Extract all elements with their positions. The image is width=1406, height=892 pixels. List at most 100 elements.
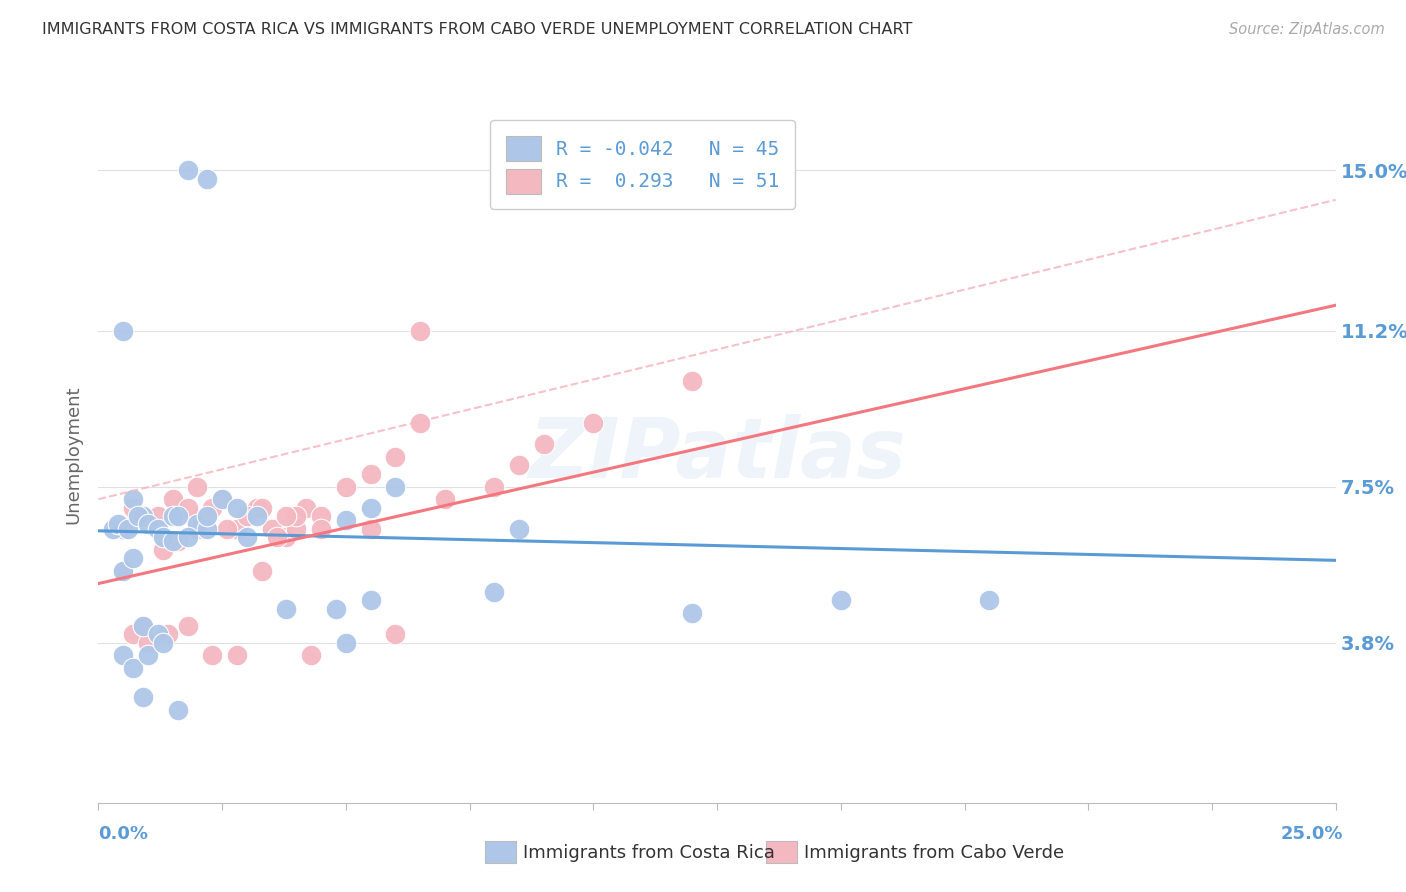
Point bbox=[107, 517, 129, 532]
Point bbox=[433, 492, 456, 507]
Legend: R = -0.042   N = 45, R =  0.293   N = 51: R = -0.042 N = 45, R = 0.293 N = 51 bbox=[491, 120, 796, 209]
Text: ZIPatlas: ZIPatlas bbox=[529, 415, 905, 495]
Point bbox=[433, 492, 456, 507]
Point bbox=[186, 517, 208, 532]
Text: IMMIGRANTS FROM COSTA RICA VS IMMIGRANTS FROM CABO VERDE UNEMPLOYMENT CORRELATIO: IMMIGRANTS FROM COSTA RICA VS IMMIGRANTS… bbox=[42, 22, 912, 37]
Point bbox=[250, 500, 273, 515]
Point bbox=[122, 627, 145, 641]
Point bbox=[681, 606, 703, 620]
Text: Immigrants from Costa Rica: Immigrants from Costa Rica bbox=[523, 844, 775, 862]
Point bbox=[112, 324, 135, 338]
Point bbox=[533, 437, 555, 451]
Point bbox=[335, 635, 357, 649]
Point bbox=[132, 509, 155, 524]
Point bbox=[409, 417, 432, 431]
Point bbox=[132, 618, 155, 632]
Point bbox=[122, 492, 145, 507]
Point bbox=[176, 530, 198, 544]
Point bbox=[195, 509, 218, 524]
Point bbox=[211, 492, 233, 507]
Point bbox=[360, 593, 382, 607]
Point bbox=[156, 627, 179, 641]
Point bbox=[152, 635, 174, 649]
Point bbox=[484, 585, 506, 599]
Point bbox=[276, 530, 298, 544]
Point bbox=[162, 492, 184, 507]
Point bbox=[508, 458, 530, 473]
Point bbox=[136, 635, 159, 649]
Point bbox=[226, 500, 249, 515]
Point bbox=[146, 509, 169, 524]
Point bbox=[299, 648, 322, 663]
Point bbox=[117, 522, 139, 536]
Point bbox=[122, 551, 145, 566]
Point bbox=[508, 522, 530, 536]
Point bbox=[335, 513, 357, 527]
Point bbox=[176, 618, 198, 632]
Point bbox=[295, 500, 318, 515]
Point bbox=[226, 648, 249, 663]
Point bbox=[112, 564, 135, 578]
Point bbox=[236, 509, 259, 524]
Point bbox=[103, 522, 125, 536]
Point bbox=[979, 593, 1001, 607]
Point bbox=[146, 627, 169, 641]
Point bbox=[186, 522, 208, 536]
Point bbox=[195, 522, 218, 536]
Point bbox=[112, 648, 135, 663]
Point bbox=[360, 467, 382, 481]
Point bbox=[309, 522, 332, 536]
Point bbox=[132, 509, 155, 524]
Point bbox=[122, 661, 145, 675]
Point bbox=[162, 534, 184, 549]
Point bbox=[384, 479, 406, 493]
Point bbox=[266, 530, 288, 544]
Point bbox=[360, 522, 382, 536]
Point bbox=[146, 522, 169, 536]
Point bbox=[360, 500, 382, 515]
Point bbox=[211, 492, 233, 507]
Point bbox=[325, 602, 347, 616]
Point bbox=[335, 479, 357, 493]
Point bbox=[830, 593, 852, 607]
Point bbox=[136, 648, 159, 663]
Point bbox=[260, 522, 283, 536]
Point bbox=[681, 374, 703, 388]
Point bbox=[276, 509, 298, 524]
Point bbox=[285, 522, 308, 536]
Point bbox=[250, 564, 273, 578]
Point bbox=[201, 648, 224, 663]
Text: Source: ZipAtlas.com: Source: ZipAtlas.com bbox=[1229, 22, 1385, 37]
Point bbox=[217, 522, 239, 536]
Point bbox=[195, 171, 218, 186]
Point bbox=[122, 500, 145, 515]
Point bbox=[582, 417, 605, 431]
Point bbox=[226, 522, 249, 536]
Text: Immigrants from Cabo Verde: Immigrants from Cabo Verde bbox=[804, 844, 1064, 862]
Point bbox=[285, 509, 308, 524]
Point bbox=[132, 690, 155, 705]
Point bbox=[162, 509, 184, 524]
Point bbox=[166, 509, 188, 524]
Point bbox=[384, 627, 406, 641]
Point bbox=[176, 163, 198, 178]
Point bbox=[152, 530, 174, 544]
Point bbox=[112, 564, 135, 578]
Point bbox=[132, 618, 155, 632]
Point bbox=[201, 500, 224, 515]
Point bbox=[484, 479, 506, 493]
Text: 0.0%: 0.0% bbox=[98, 825, 149, 843]
Point bbox=[136, 517, 159, 532]
Point bbox=[309, 509, 332, 524]
Point bbox=[409, 324, 432, 338]
Point bbox=[152, 542, 174, 557]
Text: 25.0%: 25.0% bbox=[1281, 825, 1343, 843]
Y-axis label: Unemployment: Unemployment bbox=[65, 385, 83, 524]
Point bbox=[246, 500, 269, 515]
Point bbox=[166, 703, 188, 717]
Point bbox=[186, 479, 208, 493]
Point bbox=[384, 450, 406, 464]
Point bbox=[166, 534, 188, 549]
Point bbox=[195, 509, 218, 524]
Point bbox=[176, 500, 198, 515]
